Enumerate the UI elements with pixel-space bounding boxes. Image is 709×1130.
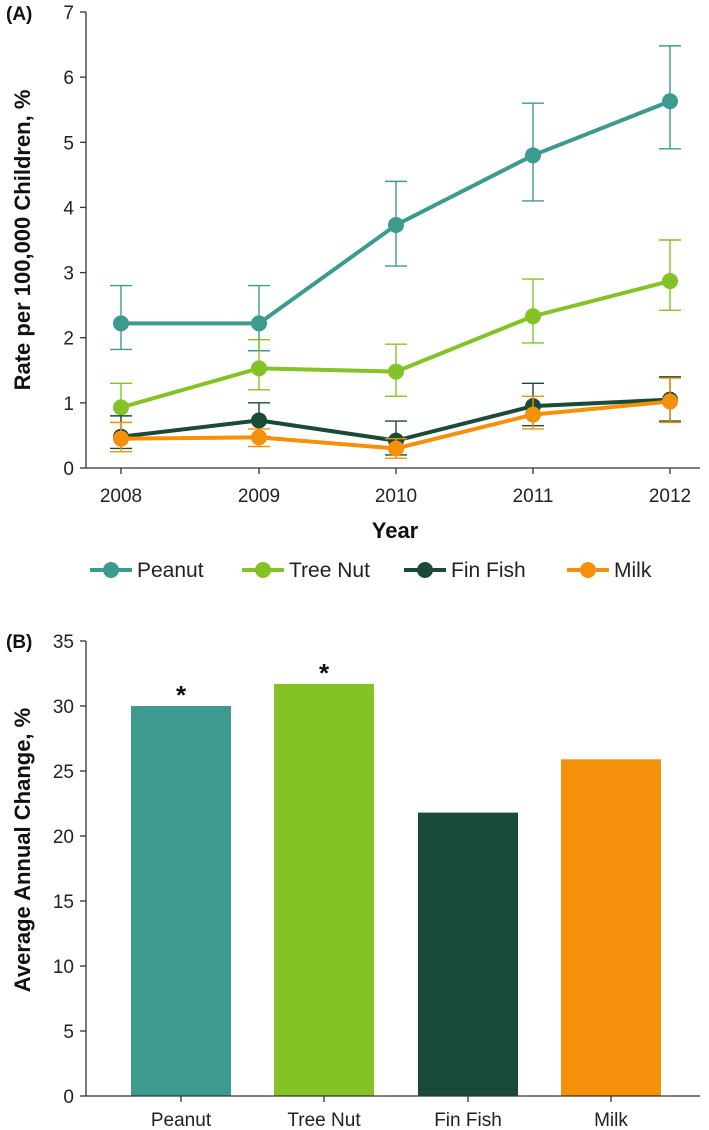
- panel-a-x-tick-label: 2012: [649, 486, 691, 507]
- legend-label: Milk: [614, 559, 652, 582]
- panel-a-y-tick-label: 4: [63, 198, 74, 219]
- panel-a-y-axis-title: Rate per 100,000 Children, %: [10, 90, 35, 391]
- panel-b-bars: **: [131, 658, 661, 1096]
- panel-b-x-tick-label: Milk: [594, 1110, 628, 1130]
- panel-a-y-tick-label: 5: [63, 133, 74, 154]
- panel-a-y-tick-label: 6: [63, 68, 74, 89]
- panel-a-y-tick-label: 2: [63, 329, 74, 350]
- peanut-point: [113, 315, 129, 332]
- panel-a-y-axis: 0 1 2 3 4 5 6 7: [63, 3, 87, 480]
- panel-a-y-tick-label: 3: [63, 264, 74, 285]
- legend-item-tree-nut: Tree Nut: [242, 559, 370, 582]
- tree-nut-point: [662, 273, 678, 290]
- panel-a-x-tick-label: 2008: [100, 486, 142, 507]
- panel-a-line-chart: (A) 0 1 2 3 4 5 6 7 2008 2009 2010 2011 2012 Year R…: [6, 3, 700, 582]
- panel-b-y-tick-label: 10: [53, 957, 74, 978]
- legend-swatch-marker: [417, 562, 433, 578]
- fin-fish-point: [251, 412, 267, 429]
- bar-tree-nut: [274, 683, 374, 1096]
- panel-a-legend: Peanut Tree Nut Fin Fish Milk: [90, 559, 652, 582]
- panel-a-label: (A): [6, 4, 32, 25]
- panel-b-y-tick-label: 15: [53, 892, 74, 913]
- panel-a-x-tick-label: 2009: [238, 486, 280, 507]
- panel-a-x-tick-label: 2010: [375, 486, 417, 507]
- legend-label: Fin Fish: [451, 559, 526, 582]
- panel-a-x-axis: 2008 2009 2010 2011 2012: [86, 467, 700, 507]
- tree-nut-point: [388, 363, 404, 380]
- panel-b-y-tick-label: 20: [53, 827, 74, 848]
- panel-b-y-axis: 0 5 10 15 20 25 30 35: [53, 632, 87, 1108]
- panel-b-x-tick-label: Peanut: [151, 1110, 212, 1130]
- panel-b-y-tick-label: 35: [53, 632, 74, 653]
- panel-b-y-tick-label: 5: [63, 1022, 74, 1043]
- tree-nut-point: [113, 399, 129, 416]
- panel-b-bar-chart: (B) 0 5 10 15 20 25 30 35 Average Annual Change…: [6, 632, 700, 1130]
- bar-fin-fish: [418, 812, 518, 1096]
- legend-item-fin-fish: Fin Fish: [404, 559, 526, 582]
- series-milk: [110, 377, 681, 459]
- panel-b-y-tick-label: 0: [63, 1087, 74, 1108]
- panel-b-y-tick-label: 30: [53, 697, 74, 718]
- panel-b-label: (B): [6, 632, 32, 653]
- series-peanut: [110, 45, 681, 352]
- panel-b-x-tick-label: Fin Fish: [434, 1110, 502, 1130]
- bar-peanut: [131, 706, 231, 1096]
- panel-a-y-tick-label: 0: [63, 459, 74, 480]
- panel-a-y-tick-label: 7: [63, 3, 74, 24]
- peanut-point: [662, 93, 678, 110]
- tree-nut-point: [251, 360, 267, 377]
- milk-point: [388, 440, 404, 457]
- legend-swatch-marker: [103, 562, 119, 578]
- legend-swatch-marker: [255, 562, 271, 578]
- legend-swatch-marker: [580, 562, 596, 578]
- legend-label: Peanut: [137, 559, 204, 582]
- peanut-point: [251, 315, 267, 332]
- milk-point: [662, 393, 678, 410]
- milk-point: [525, 406, 541, 423]
- panel-b-y-axis-title: Average Annual Change, %: [10, 708, 35, 992]
- peanut-point: [525, 147, 541, 164]
- significance-star-peanut: *: [176, 680, 187, 710]
- series-tree-nut: [110, 239, 681, 424]
- panel-a-x-tick-label: 2011: [513, 486, 554, 507]
- peanut-point: [388, 217, 404, 234]
- tree-nut-point: [525, 308, 541, 325]
- significance-star-tree-nut: *: [319, 658, 330, 688]
- milk-point: [251, 429, 267, 446]
- panel-a-series: [110, 45, 681, 459]
- panel-a-y-tick-label: 1: [63, 394, 74, 415]
- milk-point: [113, 430, 129, 447]
- panel-b-x-tick-label: Tree Nut: [287, 1110, 361, 1130]
- bar-milk: [561, 759, 661, 1096]
- panel-b-y-tick-label: 25: [53, 762, 74, 783]
- legend-item-milk: Milk: [567, 559, 652, 582]
- panel-b-x-axis: Peanut Tree Nut Fin Fish Milk: [86, 1095, 700, 1130]
- panel-a-x-axis-title: Year: [372, 518, 419, 543]
- legend-item-peanut: Peanut: [90, 559, 204, 582]
- legend-label: Tree Nut: [289, 559, 370, 582]
